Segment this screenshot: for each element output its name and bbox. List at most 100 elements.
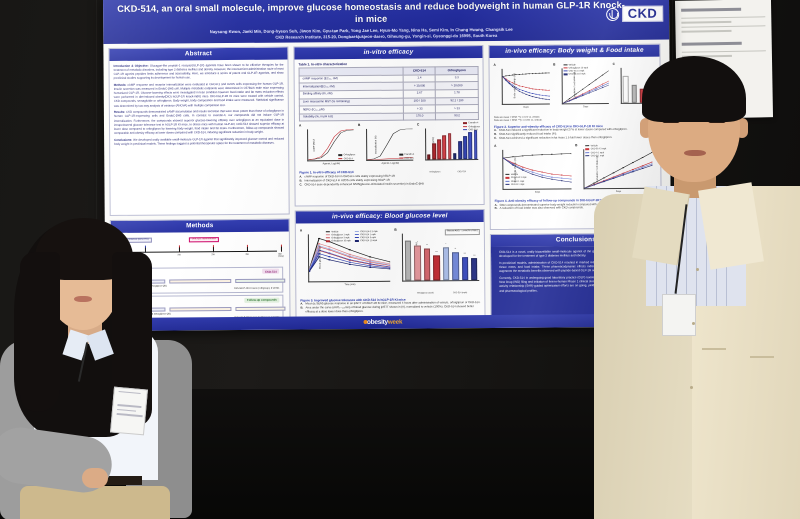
data-point bbox=[518, 90, 521, 92]
data-point bbox=[601, 86, 603, 88]
series-line bbox=[562, 80, 609, 104]
legend-item: CKD-A 1 mpk bbox=[510, 180, 525, 183]
name-badge bbox=[662, 294, 696, 336]
series-line bbox=[502, 158, 572, 183]
panel-letter: B bbox=[575, 143, 578, 148]
data-point bbox=[548, 89, 550, 91]
name-badge bbox=[110, 386, 148, 436]
panel-letter: B bbox=[553, 62, 556, 67]
data-point bbox=[551, 178, 553, 180]
bar bbox=[414, 245, 422, 281]
data-point bbox=[560, 153, 563, 155]
data-point bbox=[535, 88, 537, 90]
data-point bbox=[369, 258, 372, 261]
bar bbox=[473, 130, 478, 160]
data-point bbox=[548, 98, 551, 100]
bar bbox=[442, 246, 450, 280]
data-point bbox=[542, 97, 544, 99]
data-point bbox=[535, 93, 537, 95]
data-point bbox=[515, 86, 517, 88]
data-point bbox=[369, 264, 372, 267]
bar bbox=[471, 258, 478, 280]
trousers bbox=[20, 486, 170, 519]
data-point bbox=[612, 172, 615, 174]
data-point bbox=[535, 72, 537, 74]
data-point bbox=[328, 248, 331, 251]
abstract-methods-body: cAMP response and receptor internalizati… bbox=[113, 81, 284, 108]
data-point bbox=[512, 162, 514, 164]
data-point bbox=[328, 247, 331, 250]
data-point bbox=[581, 88, 583, 90]
series-line bbox=[308, 242, 391, 271]
figure1-panels: A cAMP (RLU) Agonist, Log(nM) bbox=[299, 122, 480, 174]
bar bbox=[442, 135, 447, 160]
data-point bbox=[641, 157, 644, 159]
timeline-tick: 3W bbox=[245, 253, 249, 256]
fig1b-curves bbox=[367, 128, 413, 161]
fig4b-curves bbox=[583, 151, 654, 189]
data-point bbox=[512, 156, 514, 158]
bar bbox=[437, 139, 442, 160]
table-row: Solubility (%, in pH 6.8) 170.0 93.2 bbox=[299, 112, 479, 122]
data-point bbox=[328, 245, 331, 247]
data-point bbox=[570, 181, 573, 183]
scientific-poster-board[interactable]: CKD-514, an oral small molecule, improve… bbox=[103, 0, 672, 331]
data-point bbox=[515, 73, 517, 75]
legend-item: CKD-514 bbox=[468, 129, 478, 132]
panel-abstract: Abstract Introduction & Objective: Gluca… bbox=[108, 46, 290, 216]
female-presenter bbox=[0, 200, 206, 519]
data-point bbox=[522, 91, 524, 93]
data-point bbox=[622, 174, 625, 176]
chart-fig1c: C Insulin (ng/mL) Exendin-4 Orforglipron… bbox=[417, 122, 480, 174]
axis-label-y: Cumulative food intake (g) bbox=[596, 155, 599, 183]
abstract-conclusions-body: We developed orally available small-mole… bbox=[114, 136, 285, 146]
data-point bbox=[622, 167, 625, 169]
timeline-tick: 6W (Day) bbox=[278, 253, 284, 258]
legend-item: CKD-514 0.3 mpk bbox=[360, 230, 378, 233]
page-title: CKD-514, an oral small molecule, improve… bbox=[117, 0, 625, 25]
study-tag: CKD-514 bbox=[262, 268, 280, 274]
poster-title-band: CKD-514, an oral small molecule, improve… bbox=[103, 0, 670, 44]
chart-fig2a: A Body weight change (%) Days bbox=[494, 62, 551, 111]
bar bbox=[447, 132, 452, 160]
panel-letter: B bbox=[394, 227, 397, 232]
axis-label-x: Time (min) bbox=[344, 283, 356, 286]
legend-fig1a: Orforglipron CKD-514 bbox=[338, 154, 355, 161]
figure4-panels: A Body weight change (%) Days Vehicle CK… bbox=[494, 143, 656, 197]
data-point bbox=[588, 89, 590, 91]
data-point bbox=[538, 88, 540, 90]
data-point bbox=[511, 74, 514, 76]
legend-item: Vehicle bbox=[510, 173, 518, 177]
data-point bbox=[501, 75, 504, 77]
data-point bbox=[528, 94, 531, 96]
chart-fig4b: B Cumulative food intake (g) Days Vehicl… bbox=[575, 143, 654, 197]
data-point bbox=[622, 172, 625, 174]
data-point bbox=[515, 88, 517, 90]
fig4a-curves bbox=[502, 153, 573, 183]
legend-item: CKD-514 3 mpk bbox=[568, 70, 585, 73]
data-point bbox=[593, 182, 596, 184]
data-point bbox=[581, 92, 583, 94]
axis-label-y: Blood glucose (mg/dL) bbox=[318, 245, 322, 269]
data-point bbox=[531, 169, 534, 171]
data-point bbox=[593, 184, 596, 186]
abstract-text: Introduction & Objective: Glucagon-like … bbox=[114, 62, 285, 146]
data-point bbox=[318, 255, 321, 258]
data-point bbox=[522, 85, 524, 87]
series-line bbox=[502, 158, 572, 180]
panel-invivo-bw: in-vivo efficacy: Body weight & Food int… bbox=[488, 43, 662, 230]
data-point bbox=[525, 86, 527, 88]
data-point bbox=[521, 168, 524, 170]
data-point bbox=[369, 266, 372, 268]
chart-fig3b: B Glucose AUC₀₋₁₂₀min (% of Veh.) Glucos… bbox=[394, 227, 480, 294]
axis-label-x: Days bbox=[534, 191, 541, 194]
legend-fig2b: Vehicle Orforglipron 10 mpk CKD-514 3 mp… bbox=[563, 63, 588, 77]
bar bbox=[468, 132, 473, 160]
data-point bbox=[594, 86, 597, 88]
data-point bbox=[511, 81, 514, 83]
row-label: Solubility (%, in pH 6.8) bbox=[299, 112, 404, 122]
data-point bbox=[518, 73, 520, 75]
data-point bbox=[502, 157, 505, 159]
data-point bbox=[641, 168, 644, 170]
legend-item: Orforglipron bbox=[343, 154, 356, 157]
